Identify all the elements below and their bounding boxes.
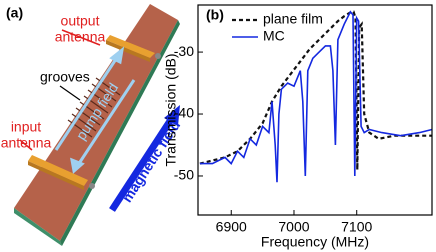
x-tick-label: 7000 [278,219,309,235]
y-axis-label: Transmission (dB) [163,53,179,166]
input-label: input [11,119,41,135]
panel-b: 6900 7000 7100 -50 -40 -30 Frequency (MHz) Tran… [163,4,433,250]
x-tick-label: 7100 [341,219,372,235]
y-tick-label: -50 [174,167,194,183]
grooves-label: grooves [40,69,90,85]
grooves-pointer [59,85,81,101]
pump-field-arrows [54,46,136,174]
panel-label: (a) [6,5,23,21]
y-tick-label: -30 [174,43,194,59]
input-pointer [19,139,33,151]
legend-label: plane film [263,11,323,27]
output-pointer [61,29,101,46]
magnetic-field-arrow [109,105,180,212]
substrate-side [60,20,180,246]
legend-label: MC [263,28,285,44]
panel-label: (b) [206,7,224,23]
series-line [199,10,433,183]
y-tick-label: -40 [174,105,194,121]
x-tick-label: 6900 [216,219,247,235]
panel-a: (a) output antenna grooves input antenna… [1,4,183,246]
output-label: output [61,13,100,29]
input-antenna [28,155,95,190]
output-label: antenna [55,29,106,45]
plot-frame [197,4,433,216]
output-antenna [106,35,161,62]
x-axis-label: Frequency (MHz) [261,234,369,250]
substrate-edge [14,208,62,246]
input-label: antenna [1,135,52,151]
series-line [199,10,432,170]
